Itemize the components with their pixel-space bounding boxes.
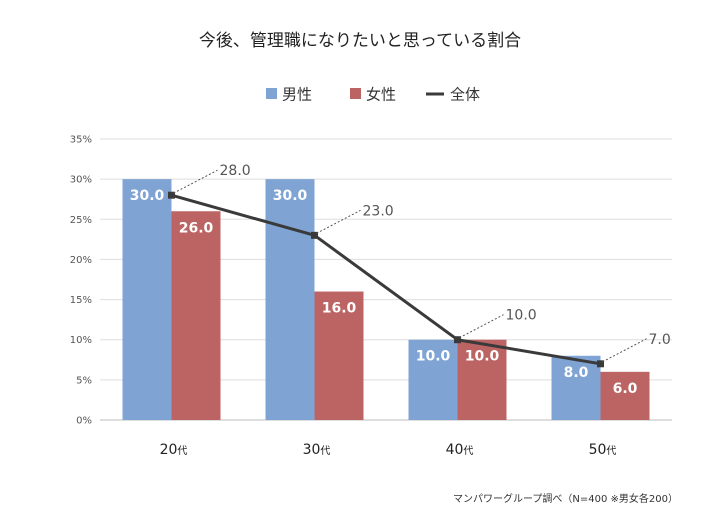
x-tick-suffix: 代: [606, 445, 616, 457]
line-data-label: 10.0: [506, 308, 537, 324]
y-tick-label: 20%: [70, 255, 92, 266]
x-tick-label: 40代: [446, 442, 474, 458]
line-label-leader: [602, 338, 647, 363]
y-tick-label: 35%: [70, 135, 92, 146]
y-axis: 0% 5% 10% 15% 20% 25% 30% 35%: [70, 135, 92, 427]
line-data-label: 23.0: [363, 203, 394, 219]
bar: [171, 211, 221, 420]
bar: [408, 339, 458, 420]
x-tick-suffix: 代: [463, 445, 473, 457]
y-tick-label: 0%: [76, 416, 92, 427]
chart-title: 今後、管理職になりたいと思っている割合: [199, 31, 521, 51]
line-label-leader: [316, 209, 361, 234]
line-series: 28.0 23.0 10.0 7.0: [168, 163, 671, 368]
x-tick-number: 30: [303, 442, 321, 458]
bar-data-label: 30.0: [130, 188, 165, 204]
x-tick-suffix: 代: [177, 445, 187, 457]
line-point: [168, 191, 175, 199]
line-point: [311, 231, 318, 239]
y-tick-label: 10%: [70, 335, 92, 346]
y-tick-label: 5%: [76, 375, 92, 386]
bar: [314, 291, 364, 420]
bar-data-label: 26.0: [179, 220, 214, 236]
bar-data-label: 8.0: [564, 365, 589, 381]
legend-label: 全体: [450, 86, 480, 104]
y-tick-label: 15%: [70, 295, 92, 306]
x-tick-label: 30代: [303, 442, 331, 458]
legend-label: 男性: [282, 86, 312, 104]
bar: [265, 179, 315, 420]
line-data-label: 28.0: [220, 163, 251, 179]
legend-label: 女性: [366, 86, 396, 104]
x-tick-number: 50: [589, 442, 607, 458]
x-tick-number: 20: [160, 442, 178, 458]
legend-swatch: [350, 88, 361, 99]
line-data-label: 7.0: [649, 332, 671, 348]
bars: 30.0 30.0 10.0 8.0 26.0 16.0 10.0 6.0: [122, 179, 650, 420]
x-tick-label: 20代: [160, 442, 188, 458]
source-note: マンパワーグループ調べ（N=400 ※男女各200）: [453, 492, 678, 505]
legend-swatch: [266, 88, 277, 99]
line-label-leader: [459, 314, 504, 339]
legend: 男性 女性 全体: [266, 86, 480, 104]
bar-data-label: 10.0: [416, 349, 451, 365]
line-point: [597, 360, 604, 368]
x-axis: 20代 30代 40代 50代: [160, 442, 617, 458]
line-label-leader: [173, 169, 218, 194]
bar: [600, 371, 650, 420]
bar-data-label: 6.0: [613, 381, 638, 397]
y-tick-label: 30%: [70, 175, 92, 186]
line-point: [454, 336, 461, 344]
bar-data-label: 30.0: [273, 188, 308, 204]
line-path: [171, 193, 601, 366]
bar: [122, 179, 172, 420]
bar-data-label: 16.0: [322, 301, 357, 317]
x-tick-number: 40: [446, 442, 464, 458]
x-tick-suffix: 代: [320, 445, 330, 457]
bar-data-label: 10.0: [465, 349, 500, 365]
y-tick-label: 25%: [70, 215, 92, 226]
bar: [457, 339, 507, 420]
bar: [551, 355, 601, 420]
x-tick-label: 50代: [589, 442, 617, 458]
